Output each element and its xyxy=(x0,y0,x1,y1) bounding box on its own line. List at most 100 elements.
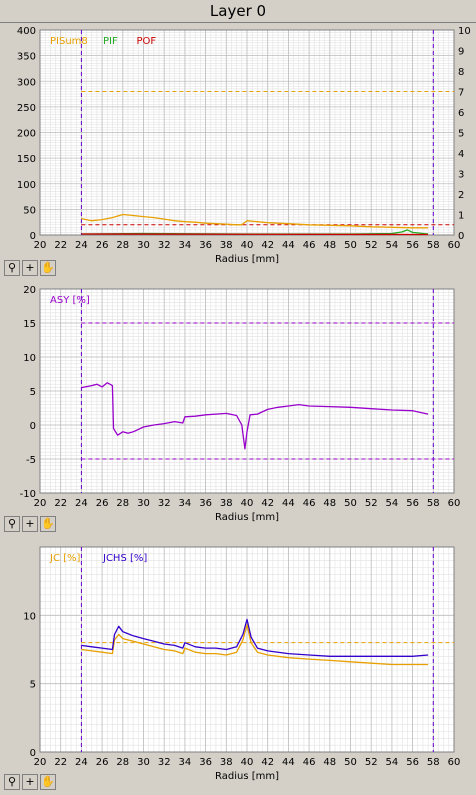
legend-entry: JCHS [%] xyxy=(102,553,147,564)
series-line-pisum8 xyxy=(81,213,429,229)
window-title: Layer 0 xyxy=(0,0,476,23)
y-tick-label: 0 xyxy=(30,421,36,432)
x-tick-label: 36 xyxy=(199,240,212,251)
y-tick-label: 10 xyxy=(23,611,36,622)
x-tick-label: 32 xyxy=(158,757,171,768)
y-tick-label: 0 xyxy=(30,748,36,759)
series-line-jchs xyxy=(81,618,429,657)
y-tick-label: 100 xyxy=(17,180,36,191)
plot-border xyxy=(39,546,455,753)
y2-tick-label: 0 xyxy=(458,231,464,242)
hand-icon[interactable]: ✋ xyxy=(40,774,56,790)
x-tick-label: 40 xyxy=(241,757,254,768)
y-tick-label: 10 xyxy=(23,353,36,364)
x-tick-label: 42 xyxy=(261,498,274,509)
x-tick-label: 32 xyxy=(158,498,171,509)
x-tick-label: 56 xyxy=(406,498,419,509)
x-tick-label: 30 xyxy=(137,498,150,509)
x-tick-label: 20 xyxy=(34,498,47,509)
x-tick-label: 22 xyxy=(54,757,67,768)
zoom-icon[interactable]: ⚲ xyxy=(4,516,20,532)
x-axis-label: Radius [mm] xyxy=(215,254,279,265)
legend-entry: ASY [%] xyxy=(50,295,90,306)
hand-icon[interactable]: ✋ xyxy=(40,260,56,276)
x-tick-label: 48 xyxy=(323,498,336,509)
y-tick-label: 400 xyxy=(17,26,36,37)
x-tick-label: 56 xyxy=(406,757,419,768)
series-line-asy xyxy=(81,382,429,450)
x-tick-label: 38 xyxy=(220,757,233,768)
x-tick-label: 28 xyxy=(116,757,129,768)
legend-entry: JC [%] xyxy=(49,553,81,564)
x-tick-label: 46 xyxy=(303,240,316,251)
x-tick-label: 42 xyxy=(261,240,274,251)
chart-2-toolbar: ⚲ + ✋ xyxy=(0,515,70,533)
x-tick-label: 34 xyxy=(179,498,192,509)
x-tick-label: 52 xyxy=(365,498,378,509)
x-tick-label: 60 xyxy=(448,757,461,768)
x-tick-label: 30 xyxy=(137,757,150,768)
crosshair-icon[interactable]: + xyxy=(22,774,38,790)
hand-icon[interactable]: ✋ xyxy=(40,516,56,532)
chart-panel-3: 20 22 24 26 28 30 32 34 36 38 40 42 44 46 48 50 52 54 56 58… xyxy=(0,539,476,791)
chart-1-toolbar: ⚲ + ✋ xyxy=(0,259,70,277)
x-tick-label: 36 xyxy=(199,498,212,509)
y2-tick-label: 8 xyxy=(458,67,464,78)
x-tick-label: 24 xyxy=(75,498,88,509)
zoom-icon[interactable]: ⚲ xyxy=(4,260,20,276)
x-tick-label: 32 xyxy=(158,240,171,251)
x-axis-label: Radius [mm] xyxy=(215,512,279,523)
y2-tick-label: 7 xyxy=(458,88,464,99)
y2-tick-label: 1 xyxy=(458,211,464,222)
crosshair-icon[interactable]: + xyxy=(22,260,38,276)
x-tick-label: 48 xyxy=(323,757,336,768)
y-tick-label: 20 xyxy=(23,285,36,296)
legend-entry: PISum8 xyxy=(50,36,88,47)
x-tick-label: 50 xyxy=(344,240,357,251)
x-tick-label: 20 xyxy=(34,240,47,251)
x-tick-label: 58 xyxy=(427,498,440,509)
crosshair-icon[interactable]: + xyxy=(22,516,38,532)
x-tick-label: 22 xyxy=(54,498,67,509)
series-line-pof xyxy=(81,233,429,236)
x-tick-label: 44 xyxy=(282,757,295,768)
x-tick-label: 36 xyxy=(199,757,212,768)
x-tick-label: 56 xyxy=(406,240,419,251)
x-tick-label: 42 xyxy=(261,757,274,768)
y-tick-label: 15 xyxy=(23,319,36,330)
y2-tick-label: 3 xyxy=(458,170,464,181)
x-tick-label: 28 xyxy=(116,498,129,509)
y2-tick-label: 4 xyxy=(458,149,464,160)
x-tick-label: 54 xyxy=(386,498,399,509)
y-tick-label: 5 xyxy=(30,387,36,398)
x-tick-label: 54 xyxy=(386,240,399,251)
x-tick-label: 46 xyxy=(303,498,316,509)
x-tick-label: 26 xyxy=(96,757,109,768)
x-tick-label: 26 xyxy=(96,498,109,509)
legend-entry: POF xyxy=(137,36,157,47)
x-tick-label: 20 xyxy=(34,757,47,768)
zoom-icon[interactable]: ⚲ xyxy=(4,774,20,790)
y-tick-label: 300 xyxy=(17,77,36,88)
x-tick-label: 46 xyxy=(303,757,316,768)
y-tick-label: -5 xyxy=(26,455,36,466)
x-tick-label: 24 xyxy=(75,757,88,768)
x-tick-label: 48 xyxy=(323,240,336,251)
x-tick-label: 50 xyxy=(344,498,357,509)
x-tick-label: 34 xyxy=(179,240,192,251)
plot-border xyxy=(39,288,455,494)
y-tick-label: 5 xyxy=(30,680,36,691)
x-tick-label: 38 xyxy=(220,240,233,251)
x-tick-label: 58 xyxy=(427,240,440,251)
y-tick-label: -10 xyxy=(20,489,36,500)
x-axis-label: Radius [mm] xyxy=(215,771,279,782)
series-line-jc xyxy=(81,624,429,666)
chart-3-toolbar: ⚲ + ✋ xyxy=(0,773,70,791)
x-tick-label: 52 xyxy=(365,757,378,768)
x-tick-label: 38 xyxy=(220,498,233,509)
chart-panel-2: 20 22 24 26 28 30 32 34 36 38 40 42 44 46 48 50 52 54 56 58… xyxy=(0,281,476,537)
x-tick-label: 40 xyxy=(241,498,254,509)
chart-1: 20 22 24 26 28 30 32 34 36 38 40 42 44 46 48 50 52 54 56 58… xyxy=(17,26,471,265)
x-tick-label: 30 xyxy=(137,240,150,251)
y-tick-label: 0 xyxy=(30,231,36,242)
